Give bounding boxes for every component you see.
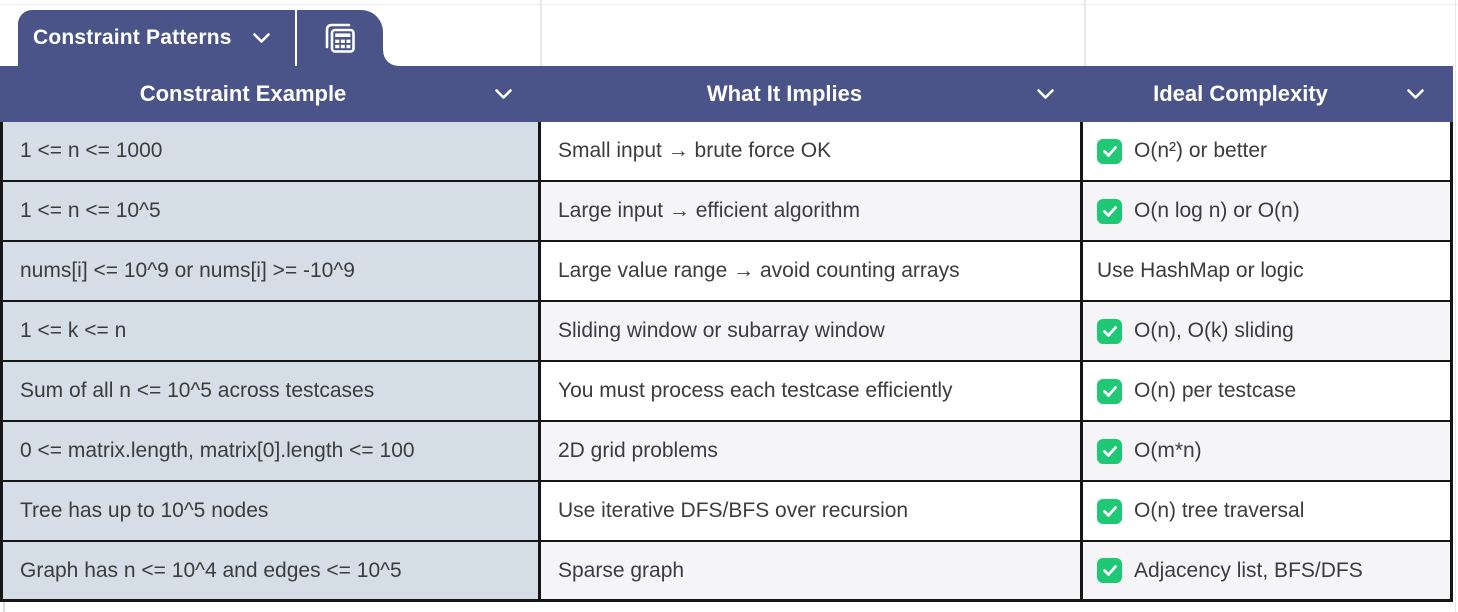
complexity-cell[interactable]: Use HashMap or logic [1083, 242, 1453, 300]
complexity-text: O(n²) or better [1134, 139, 1268, 162]
chevron-down-icon[interactable] [494, 88, 513, 100]
complexity-cell[interactable]: O(n), O(k) sliding [1083, 302, 1453, 360]
complexity-text: Adjacency list, BFS/DFS [1134, 558, 1363, 582]
table-view-button[interactable] [297, 10, 383, 66]
checkmark-icon [1097, 498, 1122, 524]
chevron-down-icon[interactable] [1406, 88, 1425, 100]
implies-text: Large input → efficient algorithm [558, 199, 860, 222]
constraint-cell[interactable]: 1 <= k <= n [0, 302, 541, 360]
constraint-cell[interactable]: Sum of all n <= 10^5 across testcases [0, 362, 541, 420]
constraint-text: 0 <= matrix.length, matrix[0].length <= … [20, 439, 415, 462]
implies-text: Large value range → avoid counting array… [558, 259, 960, 282]
implies-text: 2D grid problems [558, 439, 718, 462]
table-row: Graph has n <= 10^4 and edges <= 10^5 Spa… [0, 542, 1453, 602]
tab-divider [294, 10, 297, 66]
table-title-button[interactable]: Constraint Patterns [18, 10, 295, 66]
constraint-cell[interactable]: 1 <= n <= 10^5 [0, 182, 541, 240]
table-row: 0 <= matrix.length, matrix[0].length <= … [0, 422, 1453, 482]
grid-line [3, 602, 5, 612]
checkmark-icon [1097, 318, 1122, 344]
column-header-label: What It Implies [706, 81, 863, 106]
grid-line [540, 0, 542, 66]
constraint-text: Graph has n <= 10^4 and edges <= 10^5 [20, 558, 402, 582]
implies-cell[interactable]: Small input → brute force OK [541, 122, 1083, 180]
complexity-text: O(m*n) [1134, 439, 1202, 462]
constraint-cell[interactable]: 1 <= n <= 1000 [0, 122, 541, 180]
column-header-label: Ideal Complexity [1153, 81, 1328, 106]
checkmark-icon [1097, 558, 1122, 583]
table-body: 1 <= n <= 1000 Small input → brute force … [0, 122, 1453, 602]
complexity-cell[interactable]: Adjacency list, BFS/DFS [1083, 542, 1453, 599]
implies-cell[interactable]: Use iterative DFS/BFS over recursion [541, 482, 1083, 540]
constraint-cell[interactable]: nums[i] <= 10^9 or nums[i] >= -10^9 [0, 242, 541, 300]
complexity-cell[interactable]: O(m*n) [1083, 422, 1453, 480]
implies-text: You must process each testcase efficient… [558, 379, 953, 402]
implies-text: Use iterative DFS/BFS over recursion [558, 499, 909, 522]
complexity-text: O(n), O(k) sliding [1134, 319, 1294, 342]
complexity-cell[interactable]: O(n log n) or O(n) [1083, 182, 1453, 240]
column-header-ideal-complexity[interactable]: Ideal Complexity [1083, 66, 1453, 122]
table-tab: Constraint Patterns [18, 10, 398, 66]
implies-text: Sparse graph [558, 558, 685, 582]
implies-cell[interactable]: Sliding window or subarray window [541, 302, 1083, 360]
implies-cell[interactable]: Large input → efficient algorithm [541, 182, 1083, 240]
tab-flare [382, 51, 398, 66]
table-row: Sum of all n <= 10^5 across testcases You… [0, 362, 1453, 422]
table-row: 1 <= n <= 1000 Small input → brute force … [0, 122, 1453, 182]
table-row: nums[i] <= 10^9 or nums[i] >= -10^9 Large… [0, 242, 1453, 302]
table-icon [325, 23, 355, 53]
checkmark-icon [1097, 438, 1122, 464]
table-header-row: Constraint Example What It Implies Ideal… [0, 66, 1453, 122]
complexity-text: Use HashMap or logic [1097, 259, 1304, 282]
complexity-cell[interactable]: O(n²) or better [1083, 122, 1453, 180]
constraint-text: 1 <= k <= n [20, 319, 127, 342]
grid-line [1455, 0, 1456, 612]
table-row: 1 <= n <= 10^5 Large input → efficient al… [0, 182, 1453, 242]
constraint-text: nums[i] <= 10^9 or nums[i] >= -10^9 [20, 259, 355, 282]
constraint-text: 1 <= n <= 10^5 [20, 199, 161, 222]
table-title: Constraint Patterns [33, 26, 232, 49]
constraint-text: Sum of all n <= 10^5 across testcases [20, 379, 375, 402]
implies-cell[interactable]: You must process each testcase efficient… [541, 362, 1083, 420]
chevron-down-icon [252, 33, 270, 43]
constraint-text: 1 <= n <= 1000 [20, 139, 163, 162]
implies-cell[interactable]: Sparse graph [541, 542, 1083, 599]
column-header-what-it-implies[interactable]: What It Implies [541, 66, 1083, 122]
complexity-cell[interactable]: O(n) per testcase [1083, 362, 1453, 420]
constraint-cell[interactable]: Graph has n <= 10^4 and edges <= 10^5 [0, 542, 541, 599]
grid-line [0, 4, 1458, 5]
implies-text: Small input → brute force OK [558, 139, 832, 162]
constraint-text: Tree has up to 10^5 nodes [20, 499, 269, 522]
complexity-text: O(n log n) or O(n) [1134, 199, 1300, 222]
constraint-cell[interactable]: 0 <= matrix.length, matrix[0].length <= … [0, 422, 541, 480]
complexity-cell[interactable]: O(n) tree traversal [1083, 482, 1453, 540]
complexity-text: O(n) tree traversal [1134, 499, 1305, 522]
table-row: 1 <= k <= n Sliding window or subarray wi… [0, 302, 1453, 362]
checkmark-icon [1097, 378, 1122, 404]
complexity-text: O(n) per testcase [1134, 379, 1297, 402]
implies-cell[interactable]: Large value range → avoid counting array… [541, 242, 1083, 300]
constraint-cell[interactable]: Tree has up to 10^5 nodes [0, 482, 541, 540]
checkmark-icon [1097, 198, 1122, 224]
implies-text: Sliding window or subarray window [558, 319, 885, 342]
chevron-down-icon[interactable] [1036, 88, 1055, 100]
grid-line [1084, 0, 1086, 66]
column-header-label: Constraint Example [139, 81, 347, 106]
checkmark-icon [1097, 138, 1122, 164]
table-row: Tree has up to 10^5 nodes Use iterative D… [0, 482, 1453, 542]
column-header-constraint-example[interactable]: Constraint Example [0, 66, 541, 122]
implies-cell[interactable]: 2D grid problems [541, 422, 1083, 480]
